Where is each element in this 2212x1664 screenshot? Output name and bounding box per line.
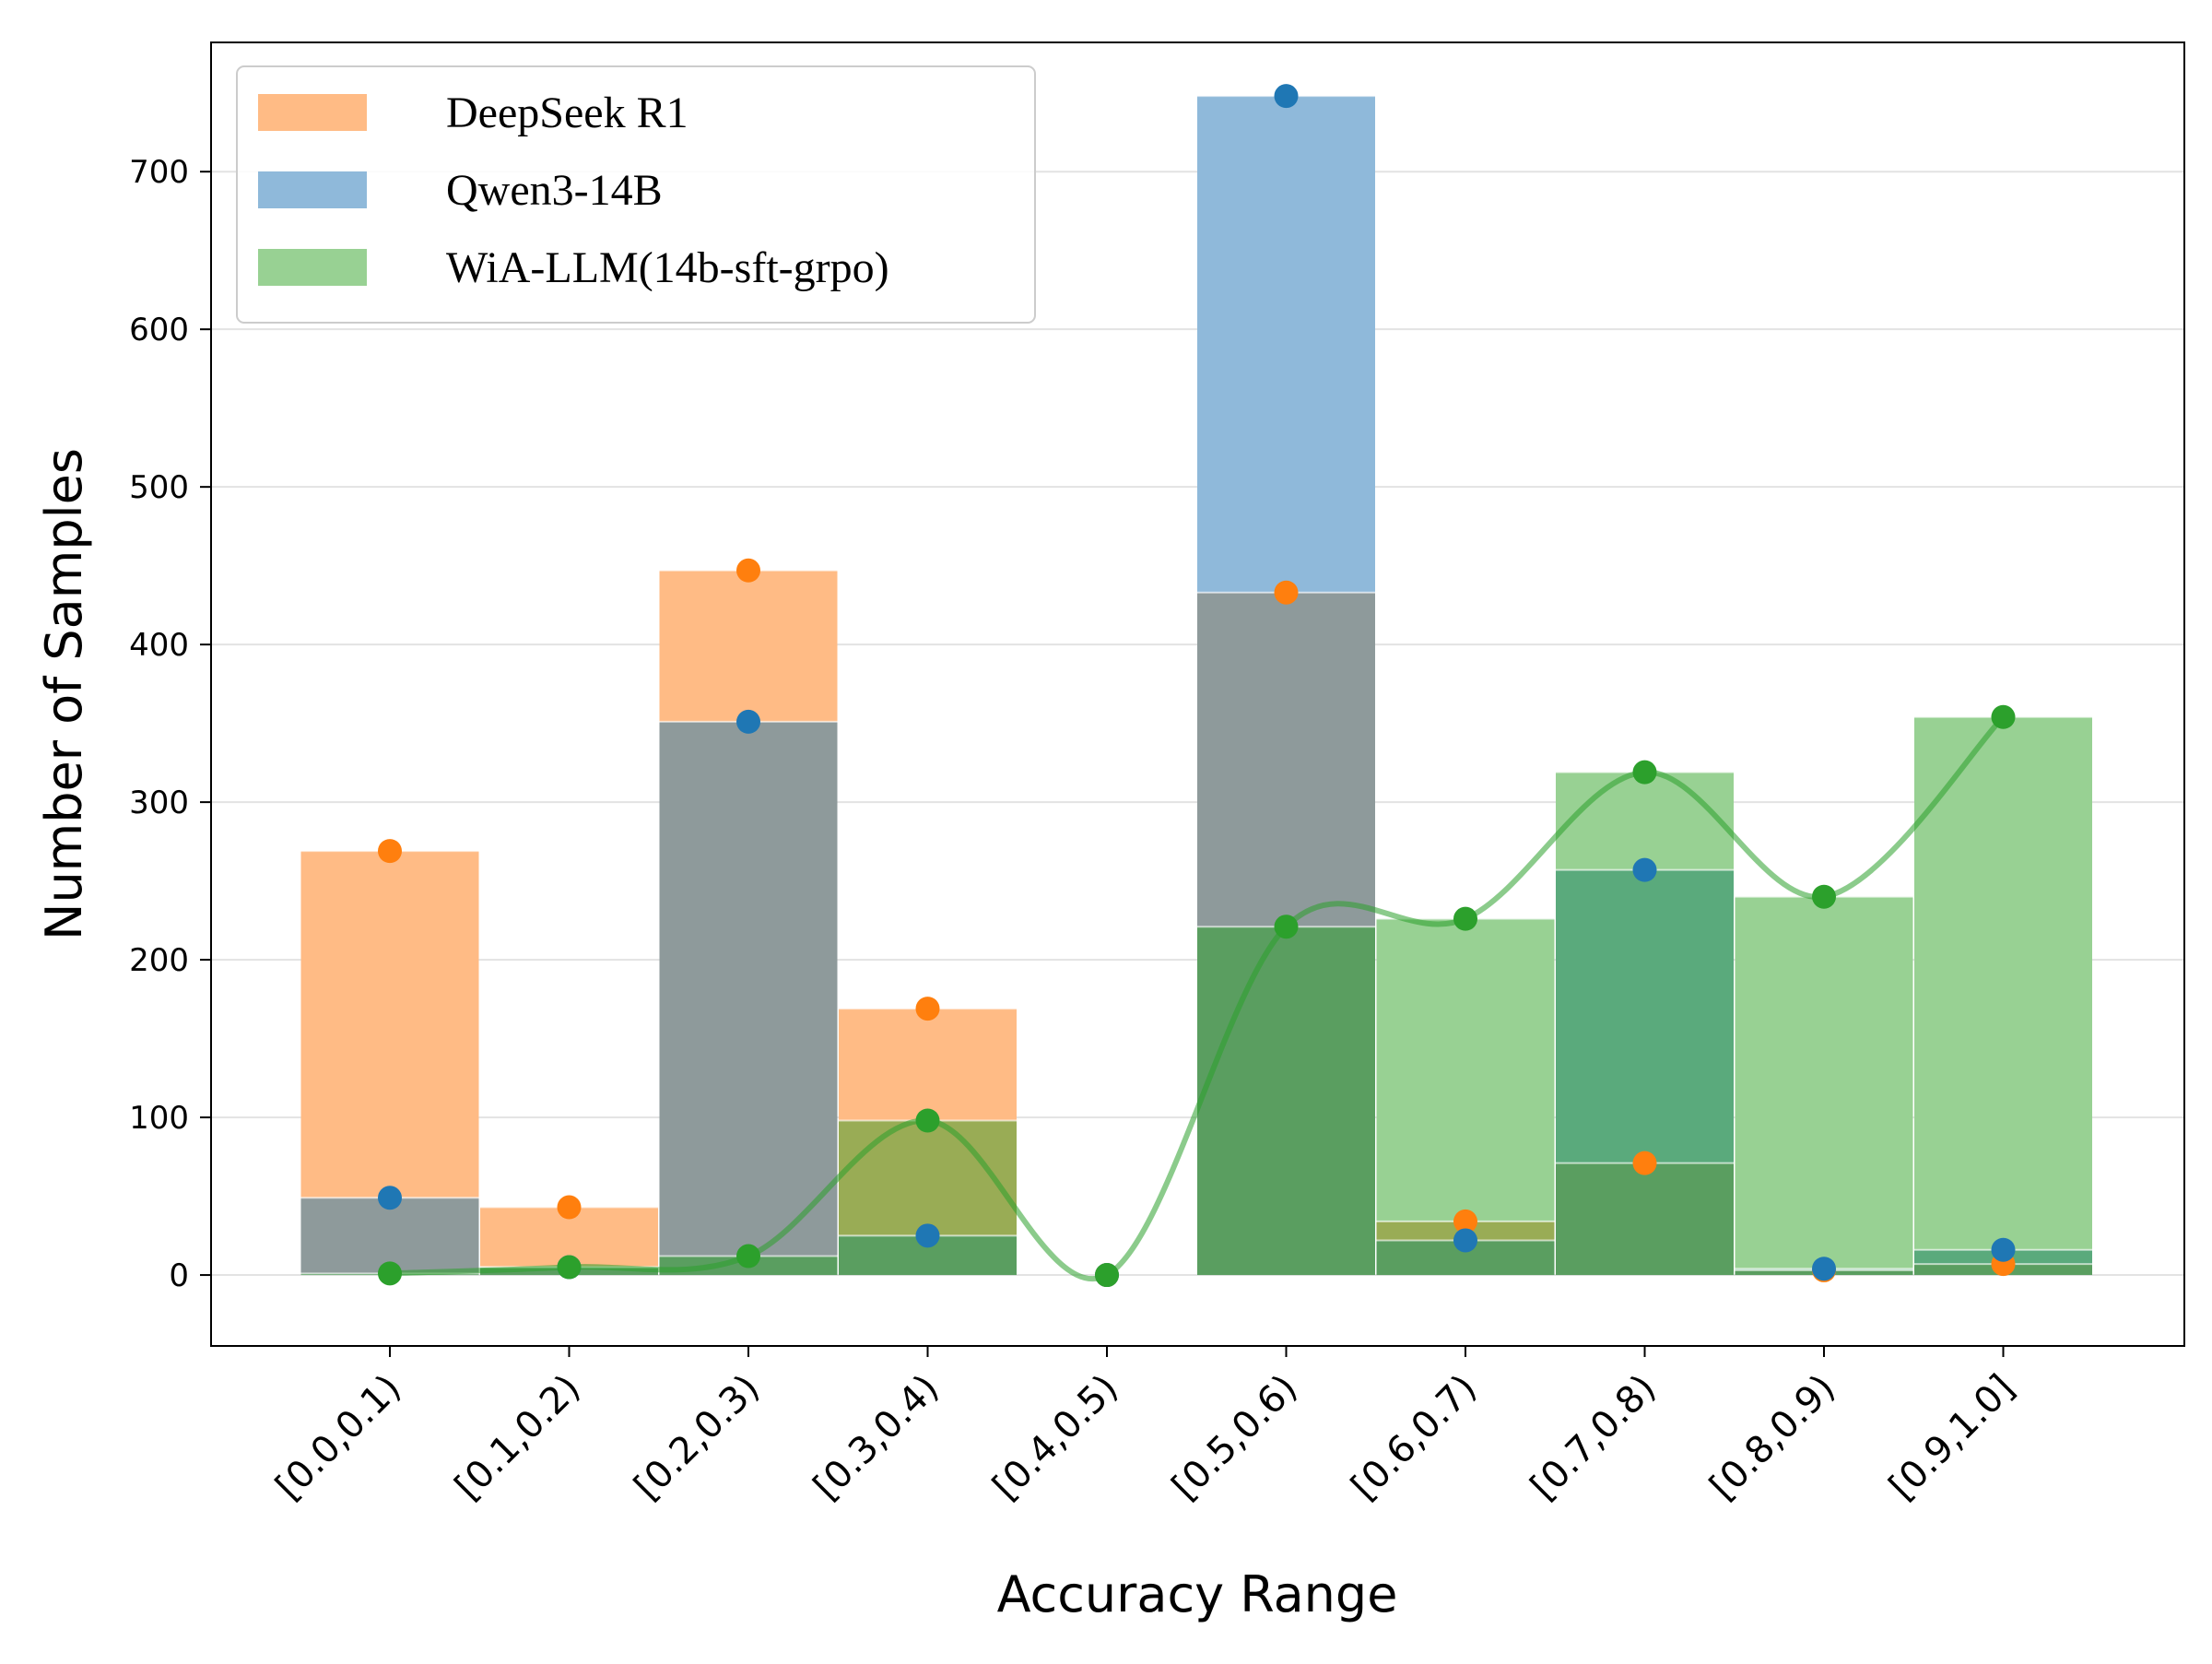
bar-segment [1376, 918, 1555, 1221]
trend-line-layer [387, 714, 2006, 1281]
bar-segment [1197, 592, 1375, 927]
x-tick-label: [0.3,0.4) [806, 1367, 947, 1509]
x-tick-label: [0.1,0.2) [447, 1367, 589, 1509]
data-points [378, 84, 2016, 1288]
x-tick-label: [0.7,0.8) [1523, 1367, 1665, 1509]
y-tick-label: 500 [129, 469, 189, 506]
bar-segment [839, 1120, 1017, 1236]
bar-segment [659, 721, 838, 1257]
y-tick-label: 700 [129, 154, 189, 191]
data-point [1453, 1228, 1477, 1253]
data-point [378, 839, 402, 864]
y-tick-label: 0 [169, 1257, 189, 1294]
bar-segment [1735, 896, 1913, 1269]
legend-box [236, 65, 1036, 324]
data-point [1991, 1237, 2016, 1262]
legend-swatch [258, 249, 367, 286]
data-point [1453, 906, 1477, 931]
data-point [1274, 915, 1299, 939]
legend: DeepSeek R1 Qwen3-14B WiA-LLM(14b-sft-grpo… [236, 65, 1036, 324]
plot-frame [210, 41, 2185, 1347]
data-point [1453, 1209, 1477, 1233]
bar-segment [300, 851, 479, 1198]
data-point [915, 1223, 940, 1248]
data-point [1274, 84, 1299, 109]
data-point [1095, 1263, 1119, 1288]
x-tick-label: [0.2,0.3) [627, 1367, 769, 1509]
data-point [736, 1244, 760, 1269]
data-point [1812, 884, 1836, 909]
bar-segment [1914, 716, 2092, 1250]
data-point [736, 558, 760, 583]
data-point [378, 1261, 402, 1286]
data-point [557, 1195, 582, 1220]
bar-segment [1556, 772, 1734, 870]
bar-segment [300, 1198, 479, 1274]
y-tick-label: 300 [129, 785, 189, 821]
bar-segment [1556, 869, 1734, 1163]
y-axis-label: Number of Samples [35, 448, 93, 940]
data-point [1632, 857, 1657, 882]
bar-segment [1556, 1162, 1734, 1276]
data-point [1632, 760, 1657, 785]
bar-segment [1197, 926, 1375, 1276]
legend-swatch [258, 171, 367, 208]
bar-segment [659, 570, 838, 722]
x-axis-label: Accuracy Range [997, 1565, 1398, 1623]
x-tick-label: [0.5,0.6) [1164, 1367, 1306, 1509]
data-point [1632, 1151, 1657, 1175]
x-tick-label: [0.9,1.0] [1881, 1367, 2023, 1509]
bars [300, 95, 2092, 1276]
data-point [378, 1186, 402, 1210]
legend-label: DeepSeek R1 [446, 89, 688, 137]
x-axis: [0.0,0.1) [0.1,0.2) [0.2,0.3) [0.3,0.4) [0.4… [268, 1346, 2023, 1508]
x-tick-label: [0.8,0.9) [1702, 1367, 1844, 1509]
x-tick-label: [0.0,0.1) [268, 1367, 410, 1509]
y-tick-label: 100 [129, 1100, 189, 1137]
data-point [1274, 580, 1299, 605]
data-point [915, 997, 940, 1021]
y-tick-label: 400 [129, 627, 189, 664]
x-tick-label: [0.6,0.7) [1344, 1367, 1486, 1509]
bar-segment [1197, 96, 1375, 593]
data-point [736, 709, 760, 734]
data-point [557, 1255, 582, 1280]
y-tick-label: 600 [129, 312, 189, 348]
legend-label: Qwen3-14B [446, 166, 663, 215]
y-axis: 0 100 200 300 400 500 600 700 [129, 154, 211, 1294]
trend-line [387, 714, 2006, 1281]
bar-segment [839, 1009, 1017, 1121]
legend-swatch [258, 94, 367, 131]
data-point [915, 1108, 940, 1133]
data-point [1812, 1257, 1836, 1281]
x-tick-label: [0.4,0.5) [985, 1367, 1127, 1509]
legend-label: WiA-LLM(14b-sft-grpo) [446, 243, 889, 292]
data-point [1991, 704, 2016, 729]
y-tick-label: 200 [129, 942, 189, 979]
